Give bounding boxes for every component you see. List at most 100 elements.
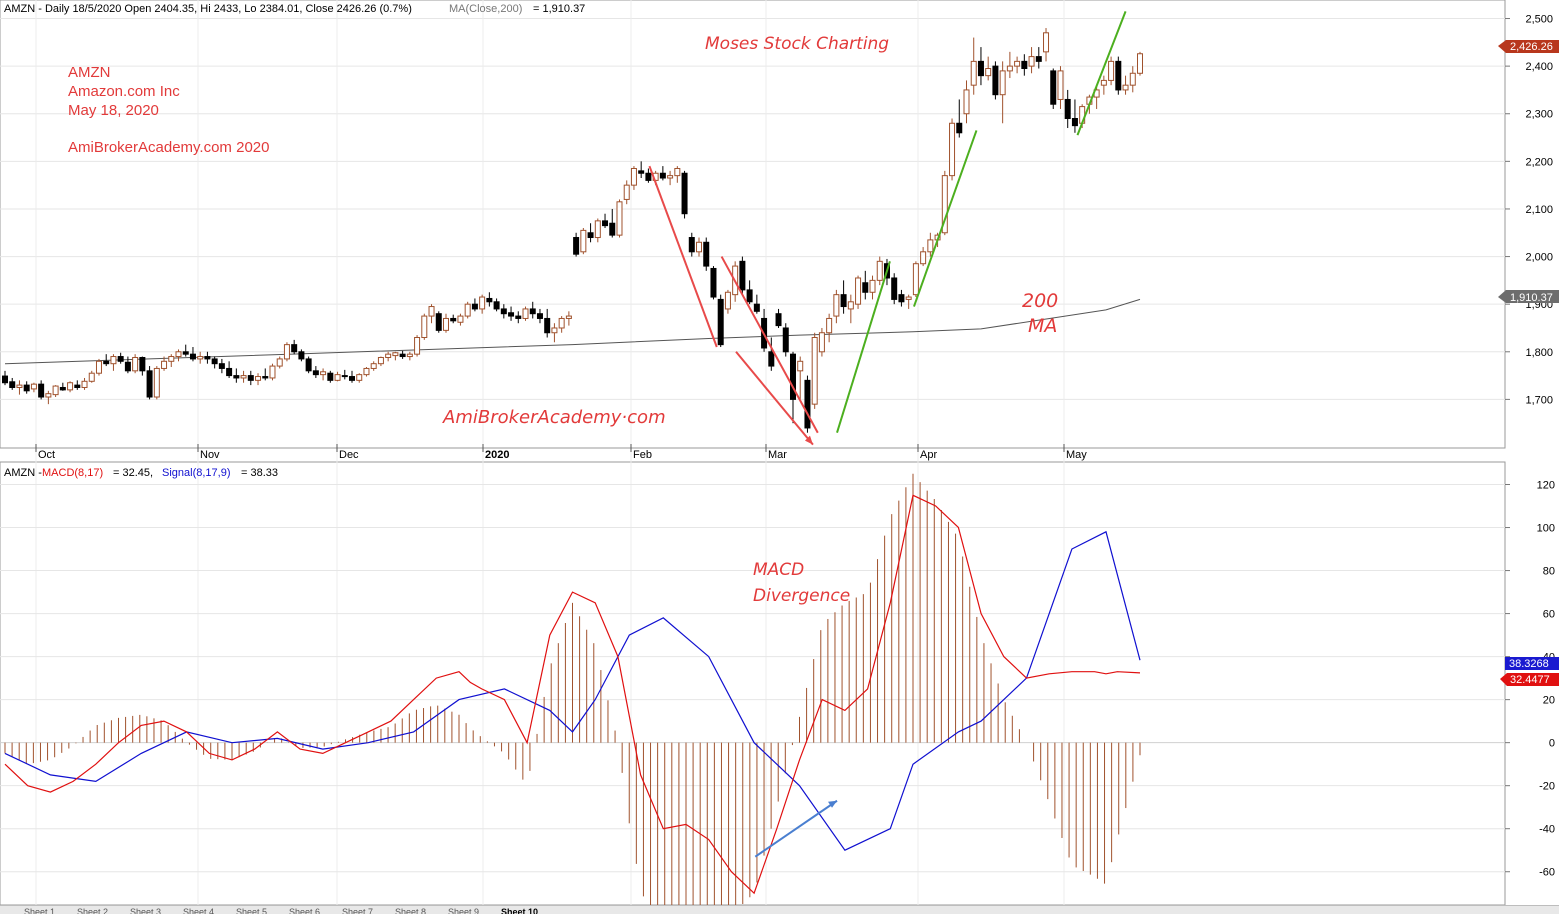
blue-arrow-head <box>828 800 838 808</box>
down-candle <box>211 356 218 369</box>
candle-body <box>240 375 247 379</box>
candle-body <box>161 360 168 369</box>
trend-lines <box>648 11 1127 446</box>
price-y-tick-label: 2,500 <box>1525 14 1553 26</box>
macd-y-tick-label: 100 <box>1537 523 1555 535</box>
macd-grid <box>0 484 1505 873</box>
up-candle <box>1006 51 1013 79</box>
up-candle <box>385 351 392 362</box>
down-candle <box>139 356 146 376</box>
candle-body <box>522 308 529 319</box>
candle-body <box>168 356 175 362</box>
candle-body <box>1115 60 1122 91</box>
signal-value-badge: 38.3268 <box>1505 657 1559 670</box>
up-candle <box>457 313 464 326</box>
candle-body <box>233 375 240 379</box>
sheet-tab-strip: Sheet 1 Sheet 2 Sheet 3 Sheet 4 Sheet 5 Sheet… <box>0 905 1559 914</box>
down-candle <box>1050 68 1057 109</box>
sheet-tab[interactable]: Sheet 9 <box>448 907 480 914</box>
price-y-tick-label: 2,100 <box>1525 204 1553 216</box>
up-candle <box>1129 66 1136 93</box>
annotation-branding-mid: AmiBrokerAcademy·com <box>442 407 666 428</box>
month-tick-label: 2020 <box>485 449 509 461</box>
candle-body <box>551 327 558 334</box>
svg-text:2,426.26: 2,426.26 <box>1510 41 1553 53</box>
macd-y-tick-label: 80 <box>1543 566 1555 578</box>
candle-body <box>67 382 74 391</box>
red-trend-line <box>648 165 718 348</box>
down-candle <box>262 368 269 381</box>
down-candle <box>341 369 348 380</box>
sheet-tab[interactable]: Sheet 4 <box>183 907 215 914</box>
candle-body <box>276 358 283 367</box>
up-candle <box>630 166 637 190</box>
macd-y-tick-label: 20 <box>1543 695 1555 707</box>
green-trend-line <box>913 130 978 307</box>
candle-body <box>1071 118 1078 127</box>
up-candle <box>724 289 731 314</box>
down-candle <box>739 256 746 295</box>
sheet-tab[interactable]: Sheet 8 <box>395 907 427 914</box>
candle-body <box>797 360 804 372</box>
down-candle <box>573 232 580 257</box>
down-candle <box>247 370 254 386</box>
sheet-tab[interactable]: Sheet 1 <box>24 907 56 914</box>
price-header-title: AMZN - Daily 18/5/2020 Open 2404.35, Hi … <box>4 3 412 15</box>
candle-body <box>479 296 486 310</box>
down-candle <box>536 308 543 324</box>
up-candle <box>110 354 117 371</box>
annotation-branding-top: Moses Stock Charting <box>705 34 889 54</box>
up-candle <box>920 247 927 267</box>
candle-body <box>891 277 898 300</box>
candle-body <box>847 301 854 310</box>
candle-body <box>768 351 775 367</box>
candle-body <box>16 384 23 388</box>
down-candle <box>746 280 753 305</box>
down-candle <box>956 99 963 138</box>
price-y-tick-label: 1,800 <box>1525 347 1553 359</box>
up-candle <box>941 170 948 236</box>
candle-body <box>1021 60 1028 70</box>
sheet-tab[interactable]: Sheet 3 <box>130 907 162 914</box>
up-candle <box>442 313 449 333</box>
candle-body <box>1108 60 1115 81</box>
candle-body <box>1050 70 1057 105</box>
candle-body <box>283 344 290 360</box>
down-candle <box>500 304 507 319</box>
up-candle <box>88 370 95 383</box>
candle-body <box>349 376 356 381</box>
candle-body <box>898 294 905 303</box>
up-candle <box>1014 56 1021 74</box>
down-candle <box>117 352 124 364</box>
up-candle <box>927 232 934 257</box>
candle-body <box>840 294 847 308</box>
candle-body <box>30 383 37 390</box>
sheet-tab[interactable]: Sheet 10 <box>501 907 539 914</box>
down-candle <box>645 168 652 183</box>
candle-body <box>963 89 970 115</box>
candle-body <box>211 358 218 365</box>
candle-body <box>985 68 992 77</box>
sheet-tab[interactable]: Sheet 5 <box>236 907 268 914</box>
up-candle <box>1043 28 1050 62</box>
candle-body <box>558 317 565 329</box>
up-candle <box>876 256 883 286</box>
candle-body <box>977 60 984 77</box>
down-candle <box>1064 89 1071 129</box>
up-candle <box>16 380 23 395</box>
down-candle <box>768 337 775 371</box>
candle-body <box>775 313 782 327</box>
down-candle <box>753 294 760 314</box>
sheet-tab[interactable]: Sheet 6 <box>289 907 321 914</box>
candle-body <box>1137 53 1143 74</box>
down-candle <box>710 266 717 300</box>
candle-body <box>1035 56 1042 62</box>
close-price-badge: 2,426.26 <box>1498 40 1559 53</box>
candle-body <box>876 260 883 281</box>
down-candle <box>775 308 782 328</box>
sheet-tab[interactable]: Sheet 2 <box>77 907 109 914</box>
up-candle <box>197 351 204 364</box>
price-y-axis: 1,7001,8001,9002,0002,1002,2002,3002,400… <box>1505 14 1553 406</box>
sheet-tab[interactable]: Sheet 7 <box>342 907 374 914</box>
info-site: AmiBrokerAcademy.com 2020 <box>68 139 269 156</box>
